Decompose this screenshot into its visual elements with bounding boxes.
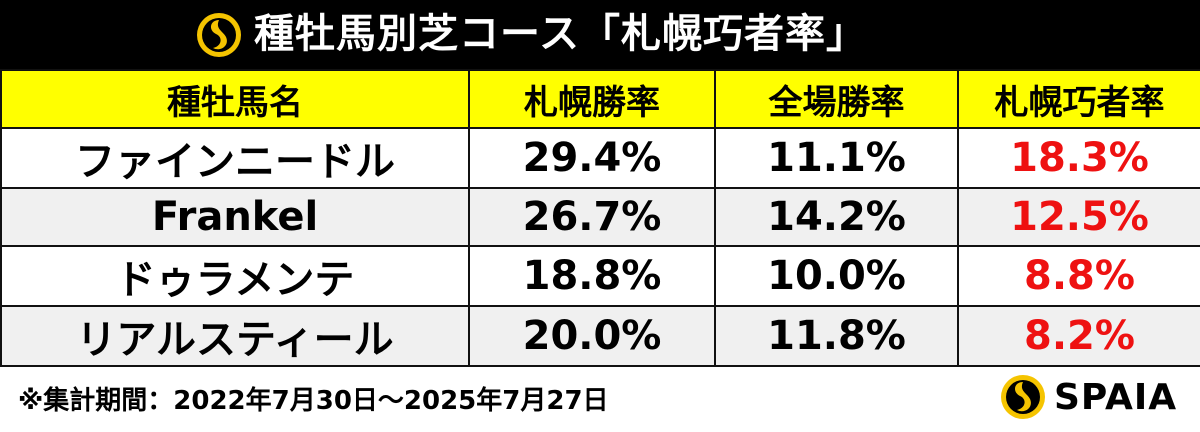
table-row: ドゥラメンテ 18.8% 10.0% 8.8%	[0, 245, 1200, 307]
table-header-row: 種牡馬名 札幌勝率 全場勝率 札幌巧者率	[0, 69, 1200, 129]
table-row: リアルスティール 20.0% 11.8% 8.2%	[0, 305, 1200, 367]
stallion-name: ファインニードル	[0, 127, 470, 189]
all-win-rate: 11.8%	[714, 305, 959, 367]
column-header-sapporo-win-rate: 札幌勝率	[468, 69, 716, 129]
sapporo-win-rate: 18.8%	[468, 245, 716, 307]
stallion-name: Frankel	[0, 187, 470, 247]
stallion-name: リアルスティール	[0, 305, 470, 367]
sapporo-win-rate: 20.0%	[468, 305, 716, 367]
column-header-stallion: 種牡馬名	[0, 69, 470, 129]
all-win-rate: 10.0%	[714, 245, 959, 307]
sapporo-aptitude-rate: 12.5%	[957, 187, 1200, 247]
sapporo-win-rate: 29.4%	[468, 127, 716, 189]
brand-mark: SPAIA	[1000, 372, 1190, 424]
all-win-rate: 11.1%	[714, 127, 959, 189]
stallion-table: 種牡馬名 札幌勝率 全場勝率 札幌巧者率 ファインニードル 29.4% 11.1…	[0, 69, 1200, 367]
sapporo-win-rate: 26.7%	[468, 187, 716, 247]
column-header-sapporo-aptitude: 札幌巧者率	[957, 69, 1200, 129]
sapporo-aptitude-rate: 8.8%	[957, 245, 1200, 307]
footnote-period: ※集計期間：2022年7月30日～2025年7月27日	[18, 386, 609, 416]
all-win-rate: 14.2%	[714, 187, 959, 247]
spaia-logo-icon	[197, 13, 241, 57]
table-row: ファインニードル 29.4% 11.1% 18.3%	[0, 127, 1200, 189]
stallion-name: ドゥラメンテ	[0, 245, 470, 307]
sapporo-aptitude-rate: 18.3%	[957, 127, 1200, 189]
title-bar: 種牡馬別芝コース「札幌巧者率」	[0, 0, 1200, 69]
spaia-logo-icon	[1001, 375, 1045, 419]
sapporo-aptitude-rate: 8.2%	[957, 305, 1200, 367]
table-row: Frankel 26.7% 14.2% 12.5%	[0, 187, 1200, 247]
column-header-all-win-rate: 全場勝率	[714, 69, 959, 129]
brand-name: SPAIA	[1054, 377, 1178, 418]
page-title: 種牡馬別芝コース「札幌巧者率」	[254, 11, 867, 57]
